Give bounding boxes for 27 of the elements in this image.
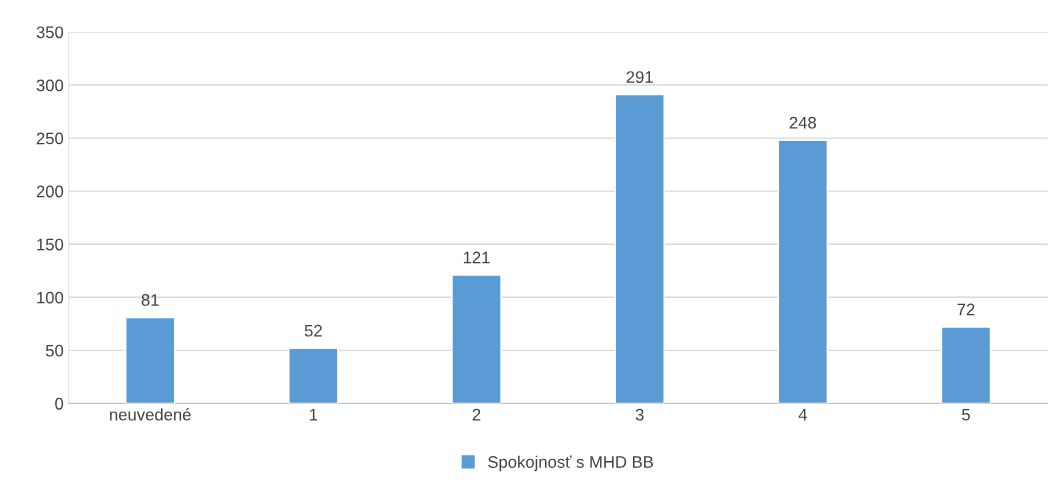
bar: [451, 274, 502, 404]
bar: [940, 326, 992, 404]
data-label: 72: [957, 303, 975, 316]
x-tick-label: 1: [310, 408, 318, 421]
data-label: 121: [463, 251, 490, 264]
x-tick-label: 4: [798, 408, 807, 421]
y-tick-label: 300: [36, 79, 64, 92]
y-tick-label: 100: [37, 291, 64, 304]
y-tick-label: 200: [36, 185, 64, 198]
data-label: 291: [626, 71, 653, 83]
legend-label: Spokojnosť s MHD BB: [488, 455, 653, 472]
y-tick-label: 350: [36, 26, 64, 39]
bar: [125, 316, 176, 404]
bar: [777, 139, 828, 404]
bar: [614, 93, 665, 404]
y-tick-label: 150: [37, 238, 64, 251]
y-tick-label: 50: [45, 344, 64, 357]
x-tick-label: 5: [962, 408, 970, 421]
x-tick-label: neuvedené: [110, 408, 191, 421]
bar: [288, 347, 339, 404]
x-tick-label: 3: [635, 408, 644, 421]
y-tick-label: 0: [55, 397, 64, 410]
data-label: 248: [789, 116, 816, 129]
data-label: 81: [141, 294, 159, 306]
data-label: 52: [304, 324, 322, 337]
y-tick-label: 250: [36, 132, 64, 145]
x-tick-label: 2: [472, 408, 481, 421]
